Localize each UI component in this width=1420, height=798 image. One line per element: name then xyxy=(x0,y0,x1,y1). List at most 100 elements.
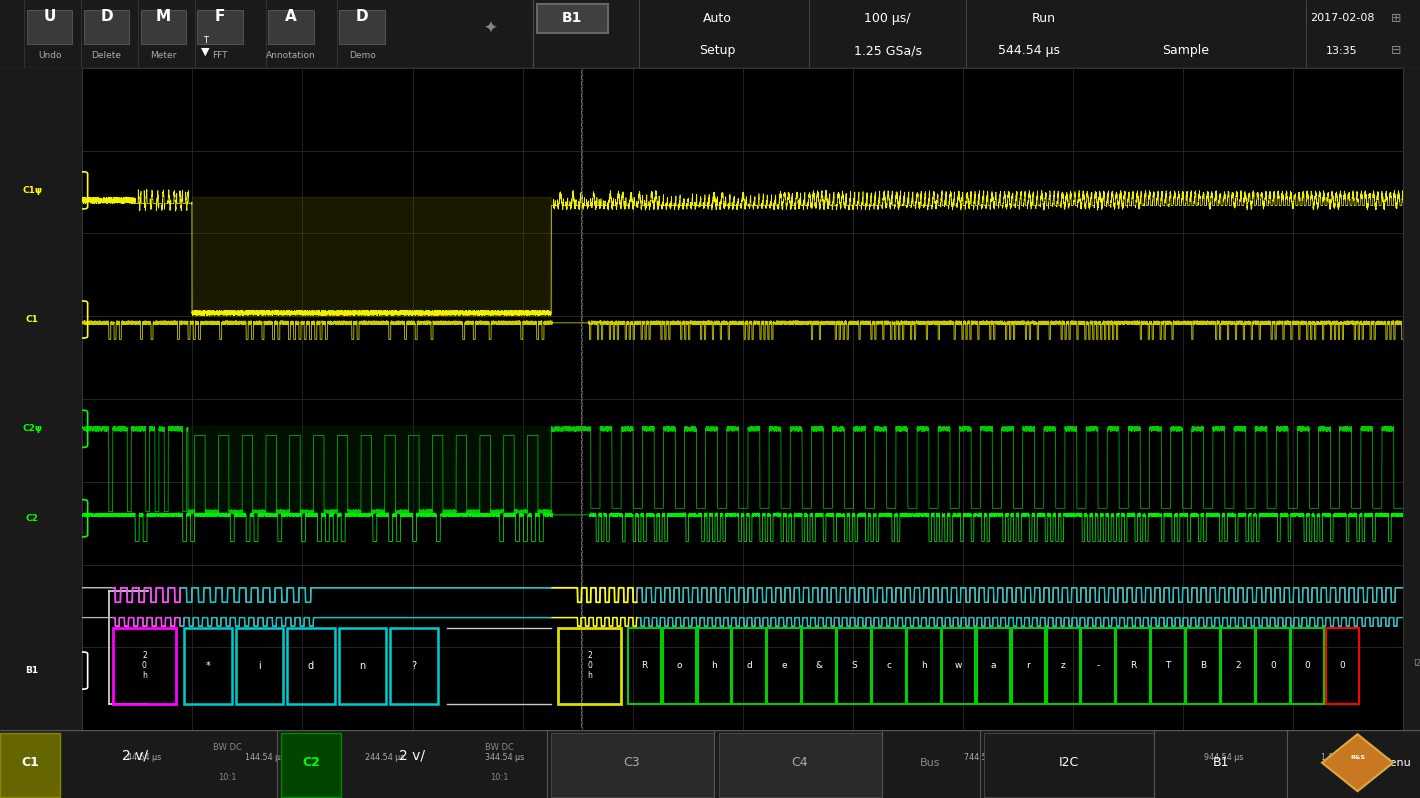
Text: 444.54 µs: 444.54 µs xyxy=(605,753,643,762)
Text: 2: 2 xyxy=(1235,661,1241,670)
Text: Bus: Bus xyxy=(920,758,940,768)
Text: i: i xyxy=(258,661,261,670)
Text: c: c xyxy=(886,661,892,670)
Text: 544.54 µs: 544.54 µs xyxy=(724,753,764,762)
Text: ✦: ✦ xyxy=(483,19,497,38)
Text: R: R xyxy=(642,661,648,670)
Text: S: S xyxy=(851,661,856,670)
FancyBboxPatch shape xyxy=(537,4,608,33)
Text: ?: ? xyxy=(412,661,416,670)
Text: B1: B1 xyxy=(1213,757,1230,769)
Text: e: e xyxy=(781,661,787,670)
Text: h: h xyxy=(922,661,927,670)
Text: 10:1: 10:1 xyxy=(217,773,237,782)
Text: C1ψ: C1ψ xyxy=(23,186,43,195)
Text: C1: C1 xyxy=(26,315,38,324)
Text: I2C: I2C xyxy=(1413,659,1420,669)
Text: BW DC: BW DC xyxy=(213,743,241,752)
FancyBboxPatch shape xyxy=(27,10,72,44)
FancyBboxPatch shape xyxy=(197,10,243,44)
Text: -: - xyxy=(1096,661,1100,670)
Text: A: A xyxy=(285,10,297,25)
Polygon shape xyxy=(1322,734,1393,792)
Text: 844.54 µs: 844.54 µs xyxy=(1083,753,1123,762)
Text: B1: B1 xyxy=(562,11,582,26)
Text: R&S: R&S xyxy=(1350,755,1365,760)
Text: 13:35: 13:35 xyxy=(1326,45,1358,56)
Text: 544.54 µs: 544.54 µs xyxy=(998,45,1061,57)
Text: 0: 0 xyxy=(1305,661,1311,670)
Text: BW DC: BW DC xyxy=(486,743,514,752)
Text: 144.54 µs: 144.54 µs xyxy=(244,753,284,762)
Text: 2
0
h: 2 0 h xyxy=(586,651,592,680)
Text: C2: C2 xyxy=(302,757,320,769)
Text: Delete: Delete xyxy=(91,51,122,60)
FancyBboxPatch shape xyxy=(84,10,129,44)
Text: 944.54 µs: 944.54 µs xyxy=(1204,753,1244,762)
Text: w: w xyxy=(956,661,963,670)
Text: &: & xyxy=(815,661,822,670)
Text: 644.54 µs: 644.54 µs xyxy=(845,753,883,762)
Text: ▼: ▼ xyxy=(200,46,209,57)
Text: 0: 0 xyxy=(1339,661,1346,670)
FancyBboxPatch shape xyxy=(0,733,60,796)
Text: 44.54 µs: 44.54 µs xyxy=(128,753,162,762)
Text: Run: Run xyxy=(1032,12,1055,25)
Text: 2
0
h: 2 0 h xyxy=(142,651,146,680)
Text: d: d xyxy=(308,661,314,670)
Text: C2ψ: C2ψ xyxy=(23,425,43,433)
Text: Demo: Demo xyxy=(349,51,375,60)
Text: h: h xyxy=(711,661,717,670)
Text: Meter: Meter xyxy=(151,51,176,60)
Text: z: z xyxy=(1061,661,1066,670)
FancyBboxPatch shape xyxy=(551,733,714,796)
Text: *: * xyxy=(206,661,210,670)
Text: C2: C2 xyxy=(26,514,38,523)
FancyBboxPatch shape xyxy=(719,733,882,796)
Text: Setup: Setup xyxy=(699,45,736,57)
Text: C1: C1 xyxy=(21,757,38,769)
Text: C4: C4 xyxy=(791,757,808,769)
Text: 2017-02-08: 2017-02-08 xyxy=(1309,14,1375,23)
Text: 744.54 µs: 744.54 µs xyxy=(964,753,1004,762)
Text: d: d xyxy=(747,661,753,670)
Text: FFT: FFT xyxy=(213,51,227,60)
Text: o: o xyxy=(677,661,682,670)
FancyBboxPatch shape xyxy=(281,733,341,796)
Text: ▲: ▲ xyxy=(578,745,585,755)
Text: B: B xyxy=(1200,661,1206,670)
Text: 2 v/: 2 v/ xyxy=(122,749,148,763)
Text: C3: C3 xyxy=(623,757,640,769)
Text: r: r xyxy=(1027,661,1031,670)
Text: a: a xyxy=(991,661,997,670)
Text: ⊞: ⊞ xyxy=(1390,12,1402,25)
Text: T: T xyxy=(203,36,207,45)
Text: Auto: Auto xyxy=(703,12,731,25)
Text: 244.54 µs: 244.54 µs xyxy=(365,753,403,762)
Text: I2C: I2C xyxy=(1059,757,1079,769)
Text: Annotation: Annotation xyxy=(266,51,317,60)
Text: 2 v/: 2 v/ xyxy=(399,749,425,763)
Text: 10:1: 10:1 xyxy=(490,773,510,782)
Text: 1.25 GSa/s: 1.25 GSa/s xyxy=(853,45,922,57)
Text: Undo: Undo xyxy=(38,51,61,60)
Text: M: M xyxy=(156,10,170,25)
Text: F: F xyxy=(214,10,226,25)
FancyBboxPatch shape xyxy=(984,733,1154,796)
Text: n: n xyxy=(359,661,365,670)
Text: D: D xyxy=(356,10,368,25)
FancyBboxPatch shape xyxy=(141,10,186,44)
Text: R: R xyxy=(1130,661,1136,670)
FancyBboxPatch shape xyxy=(268,10,314,44)
Text: D: D xyxy=(101,10,112,25)
Text: U: U xyxy=(44,10,55,25)
Text: 100 µs/: 100 µs/ xyxy=(865,12,910,25)
Text: 344.54 µs: 344.54 µs xyxy=(484,753,524,762)
Text: Sample: Sample xyxy=(1162,45,1210,57)
Text: 0: 0 xyxy=(1269,661,1275,670)
Text: B1: B1 xyxy=(26,666,38,675)
Text: T: T xyxy=(1166,661,1170,670)
Text: 1,04454 ns: 1,04454 ns xyxy=(1322,753,1366,762)
FancyBboxPatch shape xyxy=(339,10,385,44)
Text: ⊟: ⊟ xyxy=(1390,45,1402,57)
